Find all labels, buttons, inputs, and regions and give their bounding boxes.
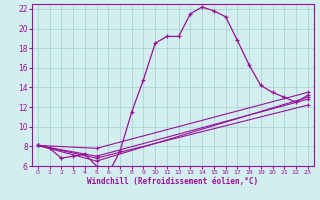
X-axis label: Windchill (Refroidissement éolien,°C): Windchill (Refroidissement éolien,°C) [87, 177, 258, 186]
